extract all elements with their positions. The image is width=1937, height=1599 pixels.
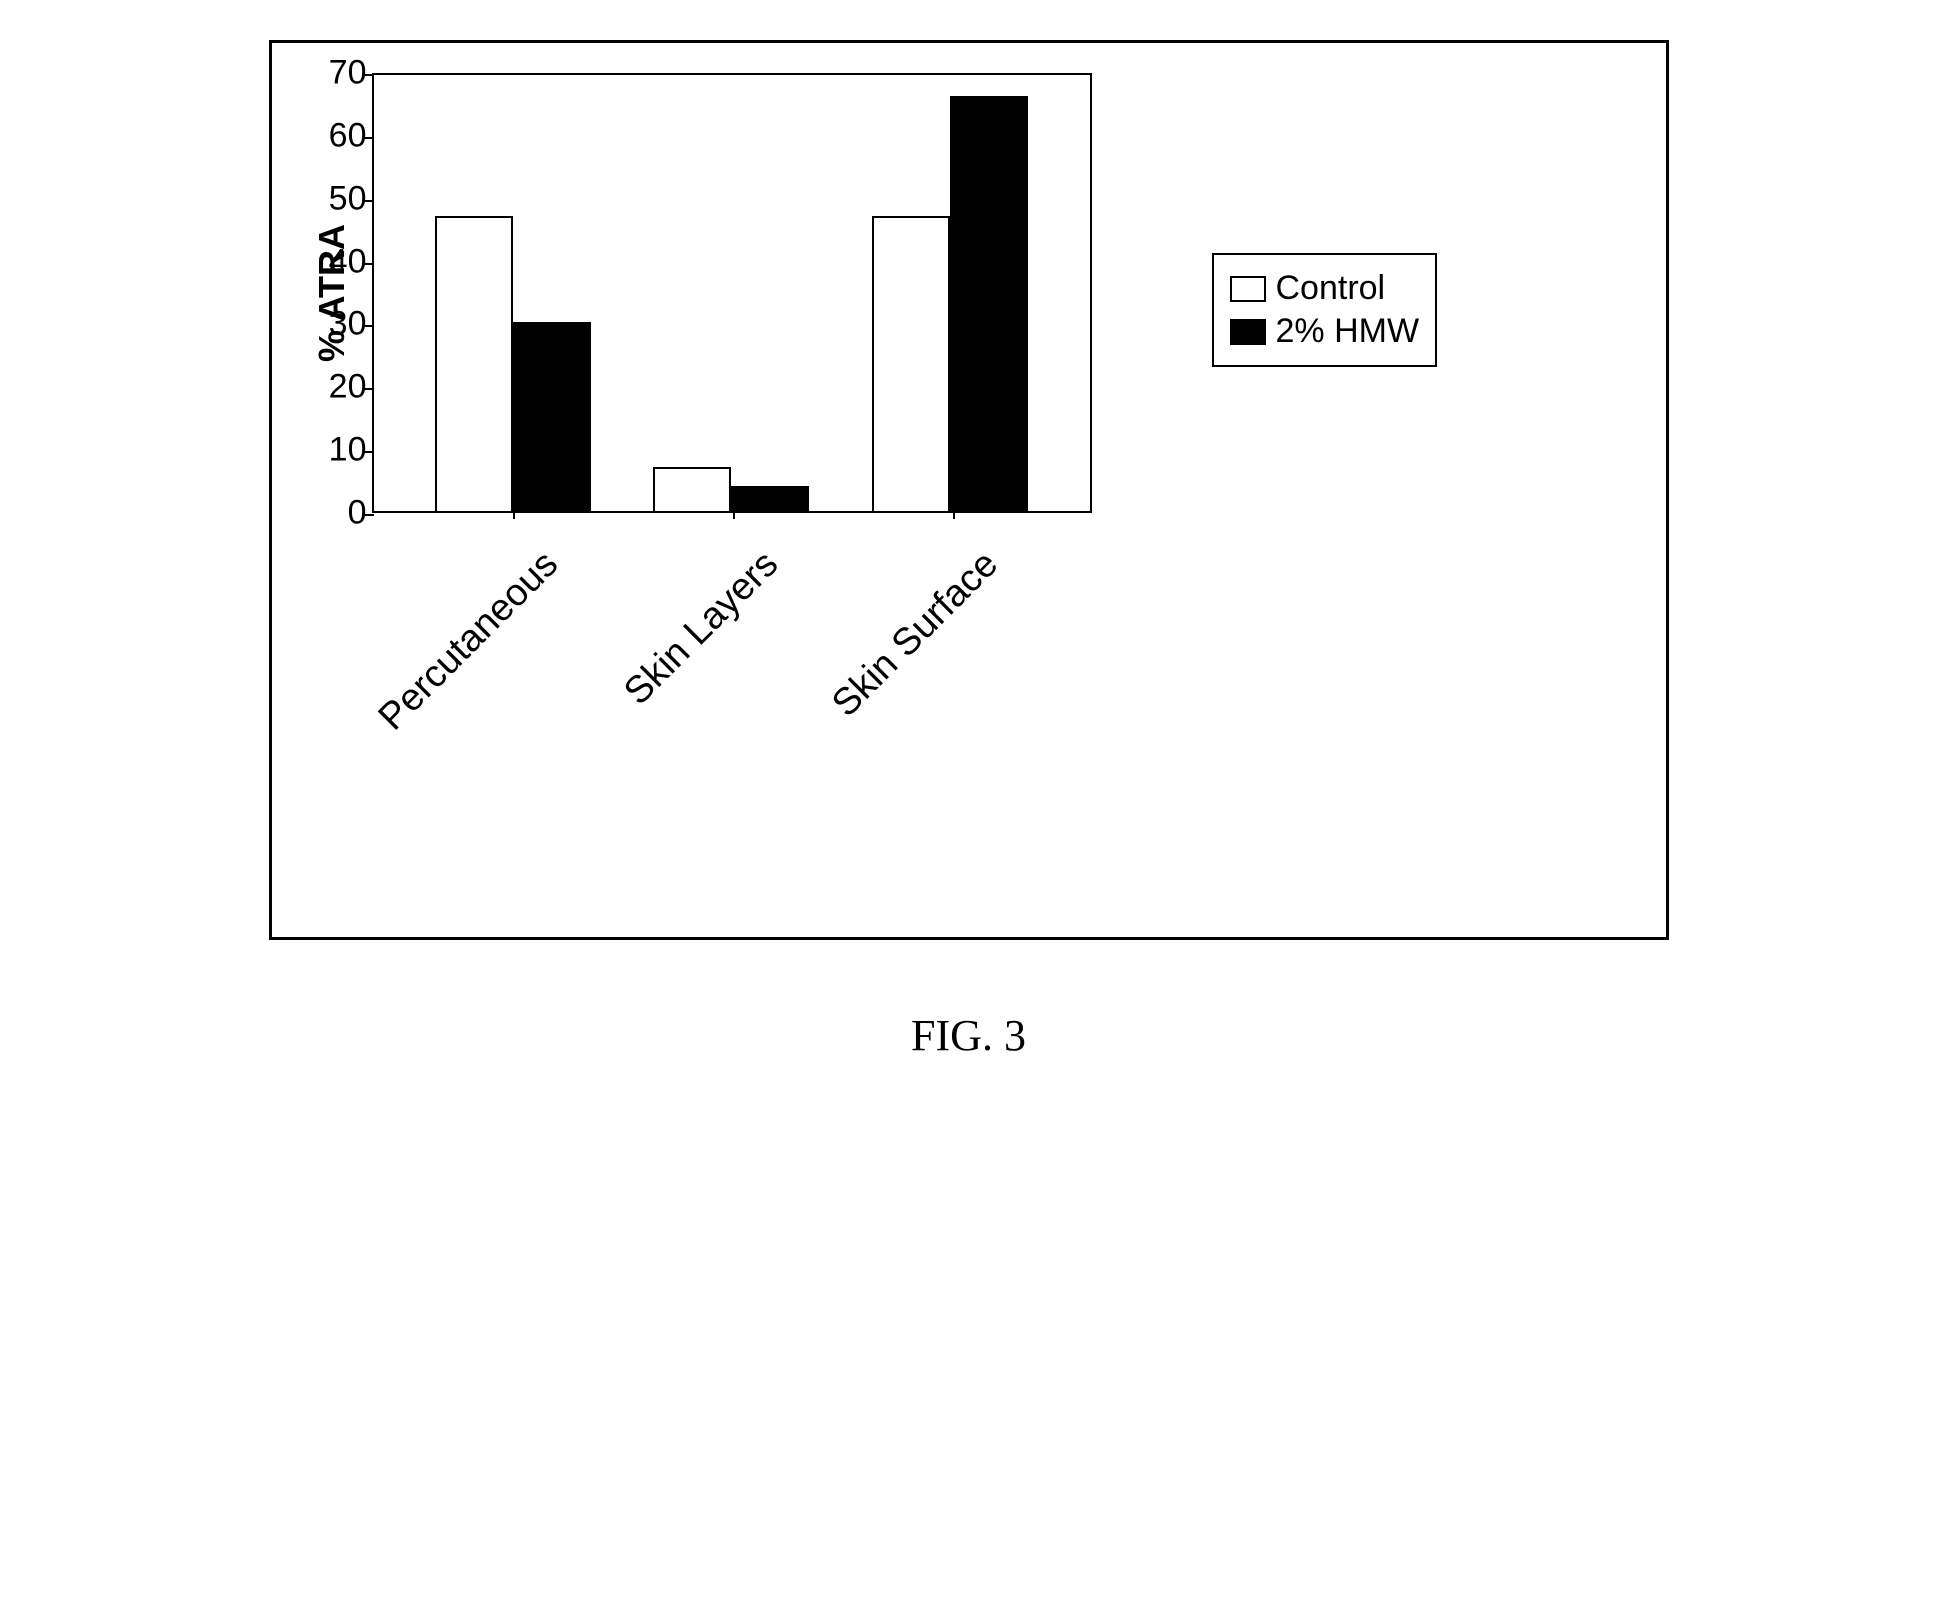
plot-wrapper: 010203040506070 PercutaneousSkin LayersS… (372, 73, 1092, 513)
y-tick-mark (364, 200, 374, 202)
bar (731, 486, 809, 511)
y-tick-label: 70 (287, 54, 367, 93)
bar (435, 216, 513, 511)
y-tick-label: 20 (287, 368, 367, 407)
y-tick-label: 40 (287, 242, 367, 281)
y-tick-label: 30 (287, 305, 367, 344)
x-tick-mark (733, 511, 735, 519)
legend-label: Control (1276, 269, 1386, 308)
y-tick-label: 50 (287, 179, 367, 218)
plot-box (372, 73, 1092, 513)
legend-swatch (1230, 276, 1266, 302)
x-labels: Percutaneous Skin LayersSkin Surface (372, 533, 1092, 883)
legend-label: 2% HMW (1276, 312, 1420, 351)
chart-area: % ATRA 010203040506070 PercutaneousSkin … (302, 73, 1636, 877)
bars-container (374, 75, 1090, 511)
bar-group (653, 467, 809, 511)
legend-item: Control (1230, 269, 1420, 308)
bar (653, 467, 731, 511)
y-tick-label: 60 (287, 116, 367, 155)
figure-container: % ATRA 010203040506070 PercutaneousSkin … (269, 40, 1669, 1061)
x-tick-mark (513, 511, 515, 519)
y-tick-mark (364, 263, 374, 265)
bar (872, 216, 950, 511)
y-tick-mark (364, 137, 374, 139)
y-tick-label: 10 (287, 431, 367, 470)
x-axis-label: Percutaneous (371, 543, 567, 739)
legend: Control 2% HMW (1212, 253, 1438, 367)
x-axis-label: Skin Layers (616, 543, 787, 714)
legend-swatch (1230, 319, 1266, 345)
figure-caption: FIG. 3 (269, 1010, 1669, 1061)
y-tick-mark (364, 514, 374, 516)
y-tick-mark (364, 451, 374, 453)
x-axis-label: Skin Surface (824, 543, 1007, 726)
bar-group (872, 96, 1028, 511)
chart-frame: % ATRA 010203040506070 PercutaneousSkin … (269, 40, 1669, 940)
bar-group (435, 216, 591, 511)
y-tick-mark (364, 74, 374, 76)
y-ticks: 010203040506070 (282, 73, 367, 513)
x-tick-mark (953, 511, 955, 519)
y-tick-label: 0 (287, 494, 367, 533)
y-tick-mark (364, 388, 374, 390)
y-tick-mark (364, 325, 374, 327)
bar (513, 322, 591, 511)
bar (950, 96, 1028, 511)
x-tick-marks (374, 511, 1090, 519)
legend-item: 2% HMW (1230, 312, 1420, 351)
